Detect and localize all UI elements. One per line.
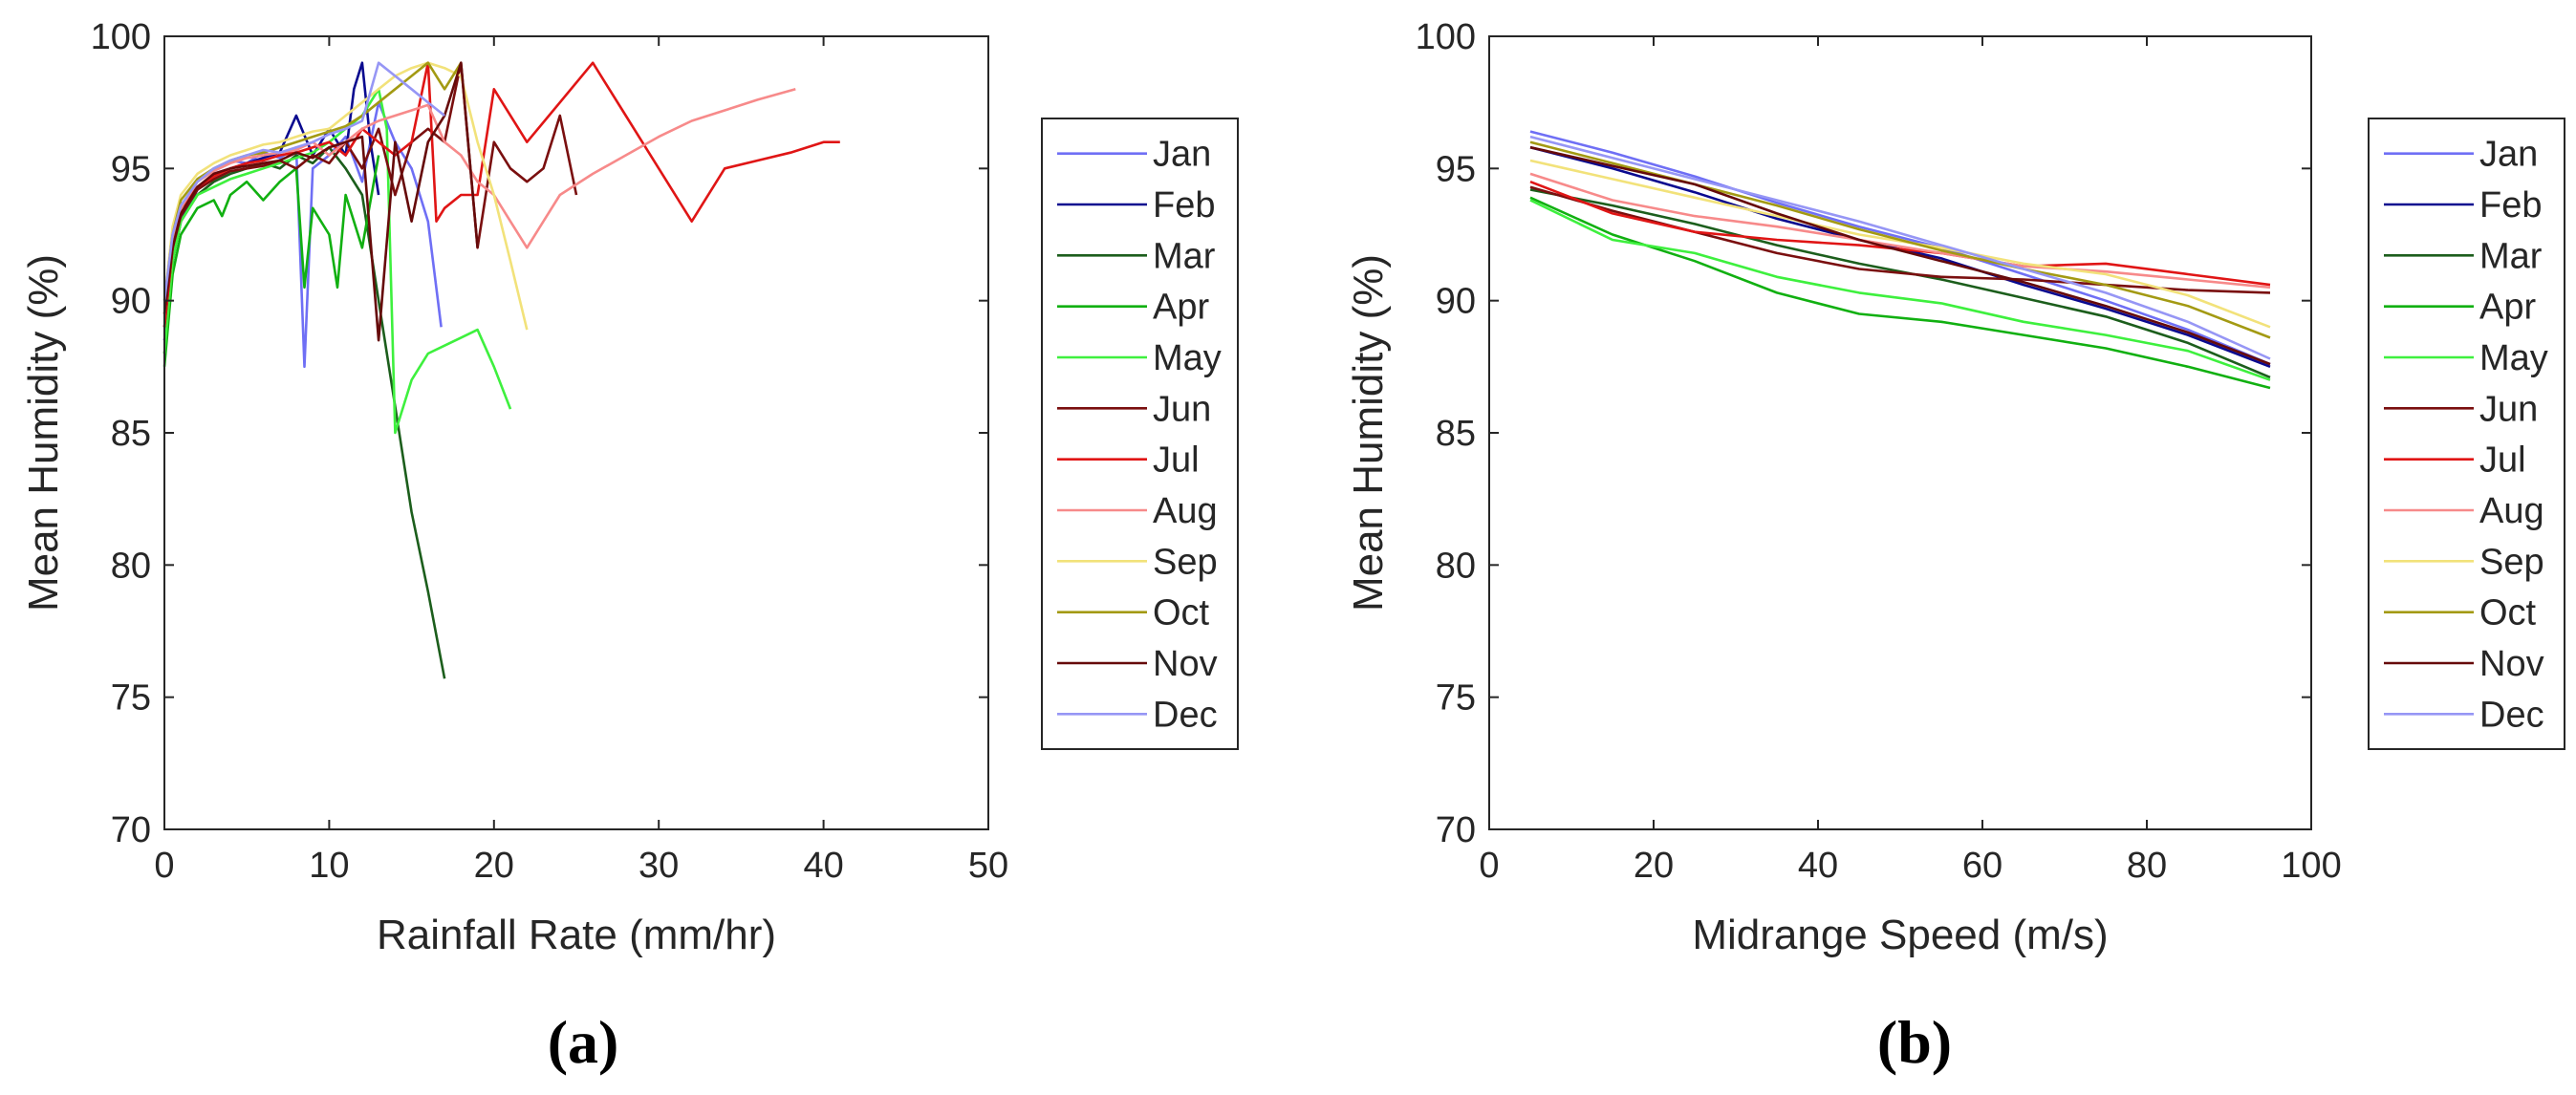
x-axis-label: Rainfall Rate (mm/hr)	[377, 912, 776, 958]
caption-a: (a)	[548, 1008, 619, 1076]
y-tick-label: 75	[1436, 678, 1476, 719]
x-tick-label: 40	[803, 846, 843, 886]
series-line-sep	[1529, 159, 2271, 329]
legend: Jan Feb Mar Apr May Jun Jul Aug Sep Oct Nov Dec	[2368, 118, 2565, 750]
legend-label-nov: Nov	[2479, 644, 2544, 684]
legend-label-oct: Oct	[1153, 593, 1210, 633]
plot-area	[1489, 36, 2311, 829]
series-line-nov	[1529, 145, 2271, 366]
legend: Jan Feb Mar Apr May Jun Jul Aug Sep Oct Nov Dec	[1041, 118, 1239, 750]
series-line-dec	[1529, 135, 2271, 360]
legend-label-mar: Mar	[2479, 236, 2543, 276]
legend-label-sep: Sep	[2479, 542, 2544, 582]
x-tick-label: 40	[1798, 846, 1838, 886]
x-tick-label: 0	[154, 846, 174, 886]
series-line-apr	[1529, 196, 2271, 390]
series-line-may	[1529, 199, 2271, 381]
y-tick-label: 90	[111, 282, 151, 322]
y-tick-label: 95	[111, 149, 151, 189]
caption-b: (b)	[1877, 1008, 1952, 1076]
x-axis-label: Midrange Speed (m/s)	[1692, 912, 2108, 958]
legend-label-feb: Feb	[2479, 185, 2542, 225]
x-tick-label: 80	[2127, 846, 2167, 886]
legend-label-dec: Dec	[1153, 695, 1218, 735]
legend-label-jan: Jan	[1153, 135, 1211, 175]
legend-box	[2368, 118, 2565, 750]
legend-label-oct: Oct	[2479, 593, 2537, 633]
legend-label-feb: Feb	[1153, 185, 1215, 225]
series-line-jul	[1529, 180, 2271, 287]
legend-label-jul: Jul	[2479, 440, 2526, 481]
x-tick-label: 100	[2281, 846, 2341, 886]
y-axis-label: Mean Humidity (%)	[20, 254, 67, 612]
legend-label-aug: Aug	[1153, 491, 1218, 531]
x-tick-label: 20	[474, 846, 514, 886]
y-tick-label: 80	[1436, 546, 1476, 586]
series-line-jun	[162, 61, 578, 328]
panel-b: 0 20 40 60 80 100 70 75 80 85 90 95 100 Midrange Spee…	[1345, 17, 2565, 958]
y-tick-label: 80	[111, 546, 151, 586]
legend-label-aug: Aug	[2479, 491, 2544, 531]
x-tick-label: 10	[309, 846, 349, 886]
series-line-nov	[162, 61, 479, 342]
y-tick-label: 70	[111, 810, 151, 850]
y-tick-label: 85	[111, 414, 151, 454]
legend-label-apr: Apr	[1153, 288, 1209, 328]
y-tick-label: 90	[1436, 282, 1476, 322]
y-axis-label: Mean Humidity (%)	[1345, 254, 1392, 612]
legend-label-sep: Sep	[1153, 542, 1218, 582]
y-tick-label: 70	[1436, 810, 1476, 850]
series-line-dec	[162, 61, 445, 301]
x-tick-label: 30	[639, 846, 679, 886]
series-line-oct	[1529, 140, 2271, 339]
legend-label-jul: Jul	[1153, 440, 1200, 481]
legend-label-may: May	[1153, 338, 1222, 378]
legend-label-may: May	[2479, 338, 2548, 378]
legend-label-jun: Jun	[2479, 389, 2538, 429]
series-line-oct	[162, 61, 463, 301]
x-tick-label: 60	[1962, 846, 2002, 886]
y-tick-label: 100	[1416, 17, 1476, 57]
x-tick-label: 20	[1634, 846, 1674, 886]
series-line-jan	[1529, 130, 2271, 366]
legend-label-dec: Dec	[2479, 695, 2544, 735]
legend-label-apr: Apr	[2479, 288, 2536, 328]
y-tick-label: 85	[1436, 414, 1476, 454]
legend-label-jun: Jun	[1153, 389, 1211, 429]
y-tick-label: 75	[111, 678, 151, 719]
legend-label-nov: Nov	[1153, 644, 1218, 684]
series-line-aug	[162, 88, 796, 314]
y-tick-label: 95	[1436, 149, 1476, 189]
legend-label-mar: Mar	[1153, 236, 1216, 276]
y-tick-label: 100	[91, 17, 151, 57]
x-tick-label: 0	[1479, 846, 1499, 886]
panel-a: 0 10 20 30 40 50 70 75 80 85 90 95 100 Rainfall Rate …	[20, 17, 1239, 958]
series-line-jun	[1529, 185, 2271, 294]
legend-box	[1041, 118, 1239, 750]
series-line-aug	[1529, 172, 2271, 290]
series-line-may	[162, 88, 512, 435]
series-line-mar	[1529, 188, 2271, 379]
legend-label-jan: Jan	[2479, 135, 2538, 175]
series-line-apr	[162, 155, 380, 367]
series-line-jul	[162, 61, 840, 328]
x-tick-label: 50	[968, 846, 1008, 886]
plot-area	[164, 36, 988, 829]
